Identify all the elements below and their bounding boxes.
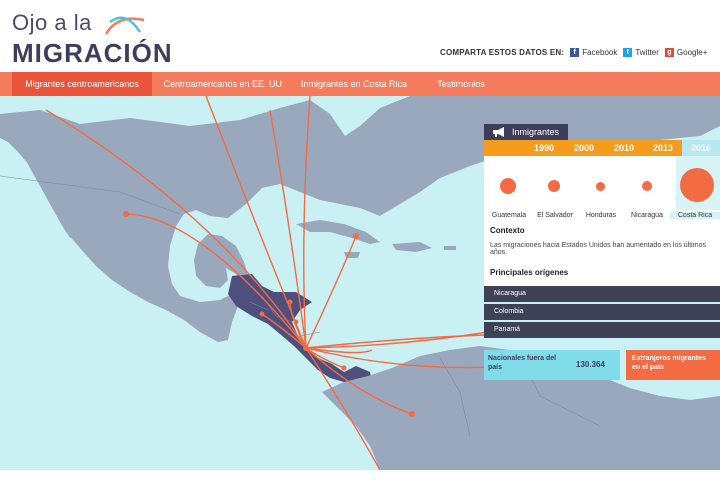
context-text: Las migraciones hacia Estados Unidos han… — [490, 242, 706, 256]
share-twitter[interactable]: t Twitter — [623, 48, 659, 57]
hispaniola — [392, 242, 432, 252]
label-nicaragua: Nicaragua — [631, 212, 663, 219]
stat-foreign-migrants-label: Extranjeros migrantes en el país — [632, 355, 706, 371]
cuba — [296, 220, 380, 244]
logo-line-1: Ojo a la — [12, 10, 92, 35]
label-el-salvador: El Salvador — [537, 212, 573, 219]
year-2010[interactable]: 2010 — [613, 143, 635, 153]
label-costa-rica: Costa Rica — [670, 212, 720, 219]
origins-title: Principales orígenes — [490, 268, 569, 277]
header: Ojo a la MIGRACIÓN COMPARTA ESTOS DATOS … — [0, 0, 720, 72]
megaphone-icon — [493, 127, 504, 137]
context-title: Contexto — [490, 226, 525, 235]
logo-swoosh-icon — [104, 16, 145, 35]
nav-item-centroamericanos-eeuu[interactable]: Centroamericanos en EE. UU. — [163, 79, 285, 89]
country-labels-row: Guatemala El Salvador Honduras Nicaragua… — [484, 210, 720, 222]
nav-item-inmigrantes-costa-rica[interactable]: Inmigrantes en Costa Rica — [300, 79, 408, 89]
share-bar: COMPARTA ESTOS DATOS EN: f Facebook t Tw… — [440, 48, 707, 57]
baja-california — [14, 136, 76, 238]
share-google-plus-label: Google+ — [676, 48, 708, 57]
nav-item-testimonios[interactable]: Testimonios — [437, 79, 485, 89]
year-2013[interactable]: 2013 — [652, 143, 674, 153]
origin-label: Colombia — [494, 308, 524, 315]
bottom-strip — [0, 470, 720, 480]
central-america — [228, 274, 372, 386]
main-nav: Migrantes centroamericanos Centroamerica… — [0, 72, 720, 96]
origin-label: Panamá — [494, 326, 521, 333]
migration-map[interactable]: Inmigrantes 1990 2000 2010 2013 2016 Gua… — [0, 96, 720, 470]
year-1990[interactable]: 1990 — [533, 143, 555, 153]
stat-nationals-abroad-label: Nacionales fuera del país — [488, 355, 557, 371]
facebook-icon: f — [570, 48, 580, 57]
migration-endpoints — [123, 211, 415, 417]
circle-honduras[interactable] — [596, 182, 605, 191]
origin-row-nicaragua[interactable]: Nicaragua — [484, 286, 720, 302]
origin-row-colombia[interactable]: Colombia — [484, 304, 720, 320]
origins-header: Principales orígenes — [484, 256, 720, 288]
country-circles — [484, 156, 720, 210]
year-2016[interactable]: 2016 — [682, 140, 720, 156]
label-guatemala: Guatemala — [491, 212, 527, 219]
panel-tab[interactable]: Inmigrantes — [484, 124, 568, 140]
logo[interactable]: Ojo a la MIGRACIÓN — [12, 10, 192, 68]
share-facebook-label: Facebook — [582, 48, 618, 57]
share-label: COMPARTA ESTOS DATOS EN: — [440, 48, 565, 57]
puerto-rico — [444, 246, 456, 250]
share-twitter-label: Twitter — [635, 48, 659, 57]
origin-label: Nicaragua — [494, 290, 526, 297]
origin-row-panama[interactable]: Panamá — [484, 322, 720, 338]
circle-nicaragua[interactable] — [642, 181, 652, 191]
share-google-plus[interactable]: g Google+ — [664, 48, 708, 57]
circle-el-salvador[interactable] — [548, 180, 560, 192]
jamaica — [344, 252, 360, 258]
twitter-icon: t — [623, 48, 633, 57]
panel-tab-label: Inmigrantes — [512, 127, 560, 137]
label-honduras: Honduras — [585, 212, 617, 219]
stat-foreign-migrants[interactable]: Extranjeros migrantes en el país — [626, 350, 720, 380]
year-2000[interactable]: 2000 — [573, 143, 595, 153]
south-america — [322, 346, 720, 470]
circle-guatemala[interactable] — [500, 178, 516, 194]
google-plus-icon: g — [664, 48, 674, 57]
logo-line-2: MIGRACIÓN — [12, 38, 173, 68]
year-selector: 1990 2000 2010 2013 2016 — [484, 140, 720, 156]
stat-nationals-abroad[interactable]: Nacionales fuera del país 130.364 — [484, 350, 620, 380]
share-facebook[interactable]: f Facebook — [570, 48, 617, 57]
immigrants-panel: Inmigrantes 1990 2000 2010 2013 2016 Gua… — [484, 124, 720, 384]
stat-nationals-abroad-value: 130.364 — [576, 360, 605, 369]
nav-item-migrantes-centroamericanos[interactable]: Migrantes centroamericanos — [12, 72, 152, 96]
circle-costa-rica[interactable] — [680, 168, 714, 202]
